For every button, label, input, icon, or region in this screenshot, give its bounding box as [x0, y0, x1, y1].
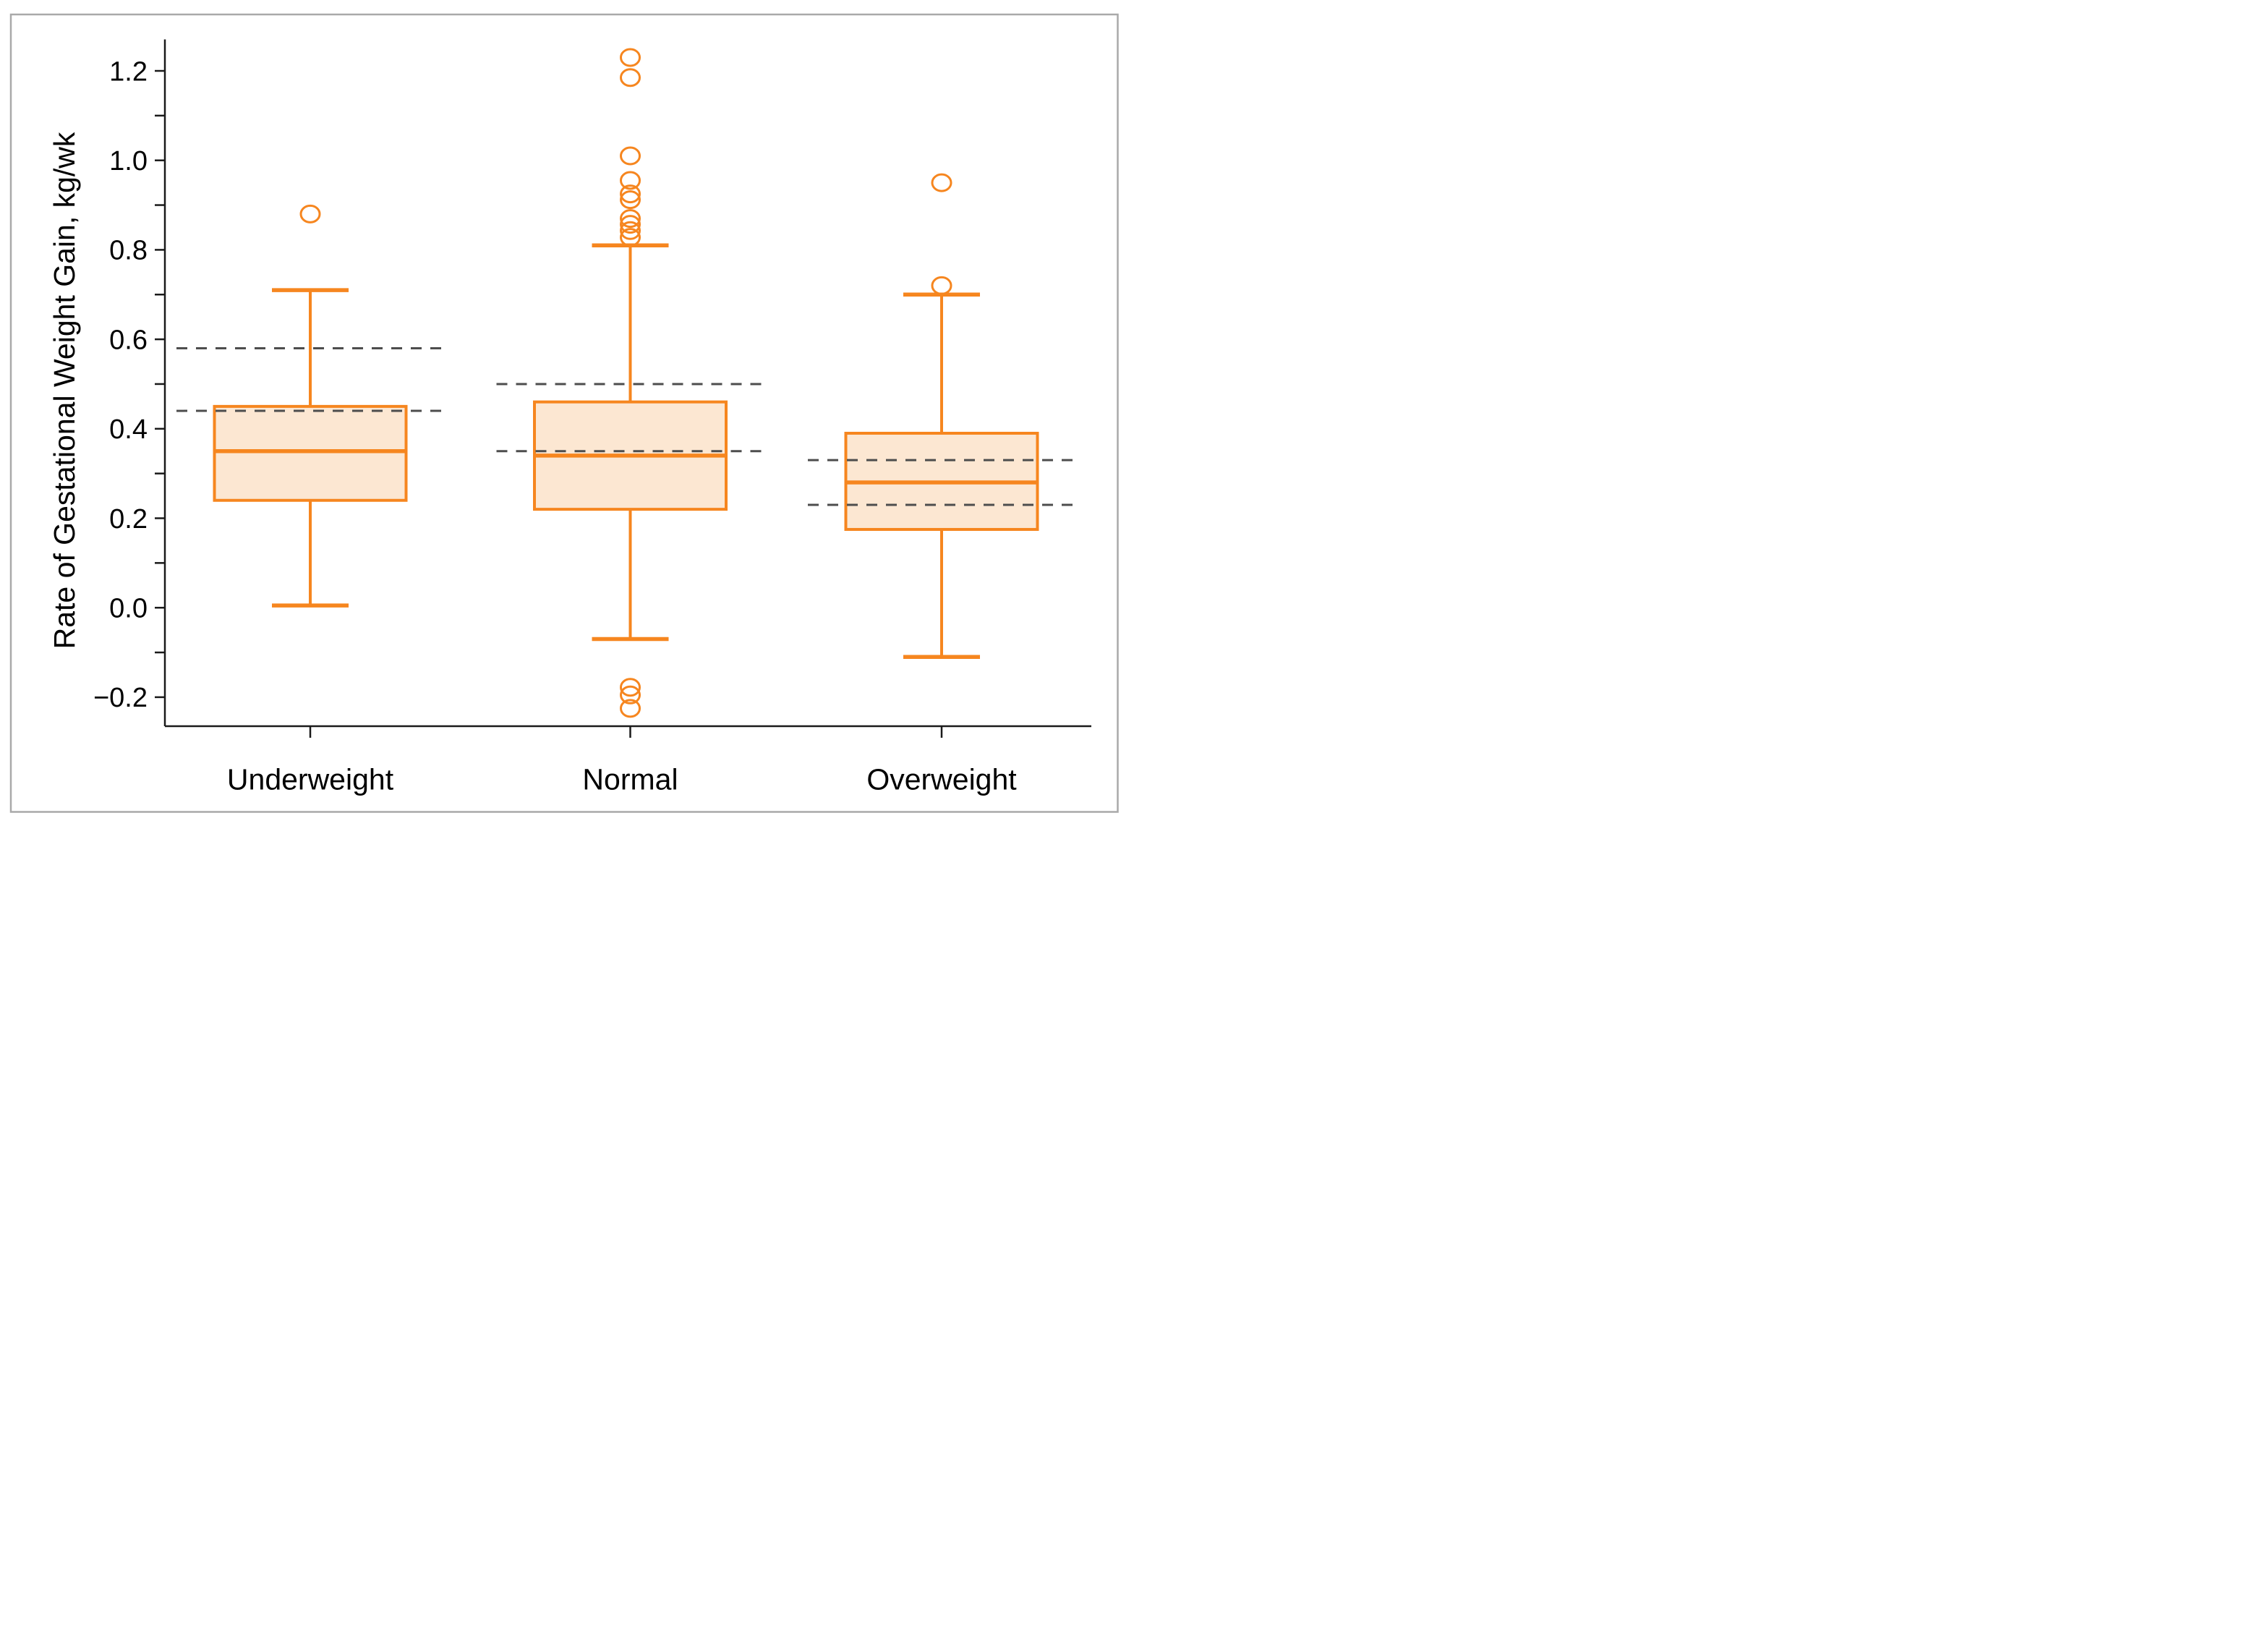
x-axis-label-underweight: Underweight — [227, 763, 394, 796]
outlier-normal — [620, 190, 641, 210]
outlier-normal — [620, 678, 641, 697]
x-axis-label-normal: Normal — [582, 763, 678, 796]
outlier-overweight — [931, 276, 952, 295]
outlier-normal — [620, 221, 641, 240]
figure-canvas: 1.2 1.0 0.8 0.6 0.4 0.2 0.0 −0.2 Rate of Gestati… — [0, 0, 1134, 826]
outlier-normal — [620, 209, 641, 229]
outlier-normal — [620, 228, 641, 247]
y-axis-tick-label: 0.2 — [109, 504, 148, 535]
outlier-normal — [620, 184, 641, 204]
y-axis-tick-label: −0.2 — [93, 683, 148, 713]
outlier-underweight — [299, 204, 321, 223]
outlier-normal — [620, 171, 641, 190]
outlier-normal — [620, 48, 641, 67]
y-axis-tick-label: 0.6 — [109, 325, 148, 355]
outlier-normal — [620, 215, 641, 234]
outlier-normal — [620, 685, 641, 704]
boxplot-chart: 1.2 1.0 0.8 0.6 0.4 0.2 0.0 −0.2 Rate of Gestati… — [9, 13, 1119, 813]
y-axis-title: Rate of Gestational Weight Gain, kg/wk — [48, 132, 81, 649]
box-underweight — [213, 404, 408, 502]
y-axis-tick-label: 1.2 — [109, 56, 148, 87]
outlier-normal — [620, 699, 641, 718]
y-axis-tick-label: 0.0 — [109, 594, 148, 624]
y-axis-tick-label: 0.4 — [109, 414, 148, 445]
outlier-normal — [620, 68, 641, 88]
y-axis-tick-label: 1.0 — [109, 146, 148, 176]
outlier-normal — [620, 146, 641, 166]
y-axis-tick-label: 0.8 — [109, 236, 148, 266]
outlier-overweight — [931, 173, 952, 192]
x-axis-label-overweight: Overweight — [866, 763, 1017, 796]
